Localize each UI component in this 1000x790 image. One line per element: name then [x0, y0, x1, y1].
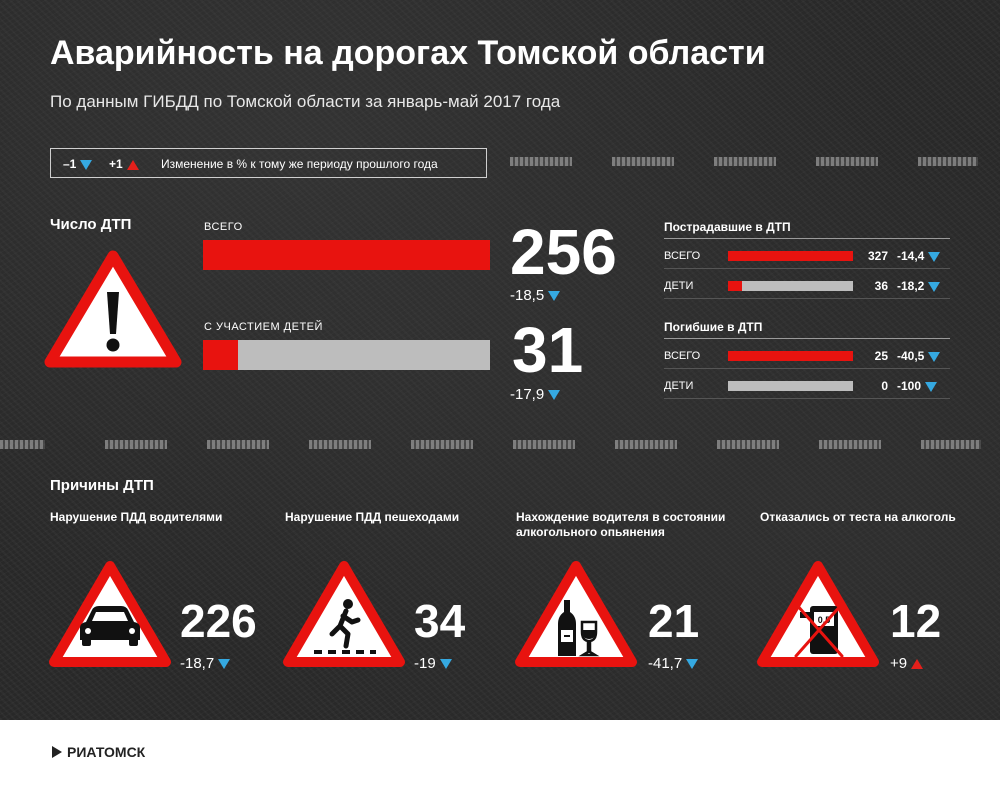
pedestrian-icon: [283, 561, 405, 667]
accidents-children-change-value: -17,9: [510, 386, 545, 403]
injured-row-divider: [664, 298, 950, 299]
down-arrow-icon: [80, 159, 93, 170]
cause-refused-test-change: +9: [890, 655, 924, 672]
killed-children-bar: [728, 381, 853, 391]
injured-total-bar-fill: [728, 251, 853, 261]
killed-row-divider: [664, 398, 950, 399]
logo-text: РИАТОМСК: [67, 744, 146, 760]
warning-exclamation-icon: [44, 250, 182, 368]
accidents-total-label: ВСЕГО: [204, 221, 243, 233]
cause-pedestrians-change-value: -19: [414, 655, 436, 672]
injured-total-change: -14,4: [897, 249, 941, 263]
killed-total-change: -40,5: [897, 349, 941, 363]
injured-total-change-value: -14,4: [897, 249, 925, 263]
page-subtitle: По данным ГИБДД по Томской области за ян…: [50, 92, 561, 111]
accidents-total-bar-fill: [203, 240, 490, 270]
killed-row-divider: [664, 368, 950, 369]
killed-heading: Погибшие в ДТП: [664, 320, 763, 334]
down-arrow-icon: [548, 390, 561, 401]
accidents-children-change: -17,9: [510, 386, 561, 403]
down-arrow-icon: [928, 351, 941, 362]
down-arrow-icon: [928, 251, 941, 262]
accidents-total-bar: [203, 240, 490, 270]
injured-total-bar: [728, 251, 853, 261]
accidents-total-change-value: -18,5: [510, 287, 545, 304]
legend-plus: +1: [109, 157, 139, 171]
legend-minus: –1: [63, 157, 93, 171]
cause-pedestrians-change: -19: [414, 655, 452, 672]
breathalyzer-display-text: 0,5: [818, 615, 831, 625]
legend-plus-label: +1: [109, 157, 123, 171]
cause-drivers-title: Нарушение ПДД водителями: [50, 510, 223, 524]
cause-drivers-value: 226: [180, 595, 257, 647]
killed-total-change-value: -40,5: [897, 349, 925, 363]
up-arrow-icon: [911, 659, 924, 670]
injured-children-label: ДЕТИ: [664, 280, 694, 292]
cause-alcohol-change-value: -41,7: [648, 655, 683, 672]
down-arrow-icon: [548, 291, 561, 302]
ria-tomsk-logo[interactable]: РИАТОМСК: [50, 744, 145, 760]
down-arrow-icon: [439, 659, 452, 670]
causes-heading: Причины ДТП: [50, 477, 154, 494]
cause-alcohol-value: 21: [648, 595, 700, 647]
injured-children-value: 36: [874, 279, 888, 293]
injured-heading: Пострадавшие в ДТП: [664, 220, 791, 234]
injured-total-label: ВСЕГО: [664, 250, 701, 262]
cause-alcohol-change: -41,7: [648, 655, 699, 672]
down-arrow-icon: [686, 659, 699, 670]
cause-alcohol-title: Нахождение водителя в состоянии алкоголь…: [516, 510, 726, 539]
injured-children-bar: [728, 281, 853, 291]
cause-drivers-change-value: -18,7: [180, 655, 215, 672]
killed-children-value: 0: [881, 379, 888, 393]
cause-drivers-change: -18,7: [180, 655, 231, 672]
accidents-children-bar: [203, 340, 490, 370]
killed-children-label: ДЕТИ: [664, 380, 694, 392]
accidents-children-label: С УЧАСТИЕМ ДЕТЕЙ: [204, 321, 323, 333]
injured-children-bar-fill: [728, 281, 742, 291]
infographic-background: Аварийность на дорогах Томской области П…: [0, 0, 1000, 720]
page-title: Аварийность на дорогах Томской области: [50, 34, 766, 72]
car-icon: [49, 561, 171, 667]
accidents-total-value: 256: [510, 216, 617, 288]
killed-total-bar: [728, 351, 853, 361]
cause-pedestrians-title: Нарушение ПДД пешеходами: [285, 510, 460, 524]
accidents-children-value: 31: [512, 314, 584, 386]
cause-pedestrians-value: 34: [414, 595, 466, 647]
legend-minus-label: –1: [63, 157, 77, 171]
injured-total-value: 327: [867, 249, 888, 263]
injured-row-divider: [664, 268, 950, 269]
accidents-total-change: -18,5: [510, 287, 561, 304]
accidents-children-bar-fill: [203, 340, 238, 370]
legend-text: Изменение в % к тому же периоду прошлого…: [161, 157, 438, 171]
cause-refused-test-change-value: +9: [890, 655, 908, 672]
logo-mark-icon: [52, 746, 62, 758]
killed-total-label: ВСЕГО: [664, 350, 701, 362]
injured-children-change-value: -18,2: [897, 279, 925, 293]
down-arrow-icon: [925, 381, 938, 392]
down-arrow-icon: [928, 281, 941, 292]
killed-divider: [664, 338, 950, 339]
up-arrow-icon: [126, 159, 139, 170]
injured-children-change: -18,2: [897, 279, 941, 293]
cause-refused-test-title: Отказались от теста на алкоголь: [760, 510, 956, 524]
killed-total-bar-fill: [728, 351, 853, 361]
cause-refused-test-value: 12: [890, 595, 942, 647]
bottle-glass-icon: [515, 561, 637, 667]
down-arrow-icon: [218, 659, 231, 670]
killed-children-change-value: -100: [897, 379, 922, 393]
accidents-heading: Число ДТП: [50, 216, 132, 233]
crossed-breathalyzer-icon: 0,5: [757, 561, 879, 667]
killed-children-change: -100: [897, 379, 938, 393]
killed-total-value: 25: [874, 349, 888, 363]
injured-divider: [664, 238, 950, 239]
legend-box: –1 +1 Изменение в % к тому же периоду пр…: [50, 148, 487, 178]
